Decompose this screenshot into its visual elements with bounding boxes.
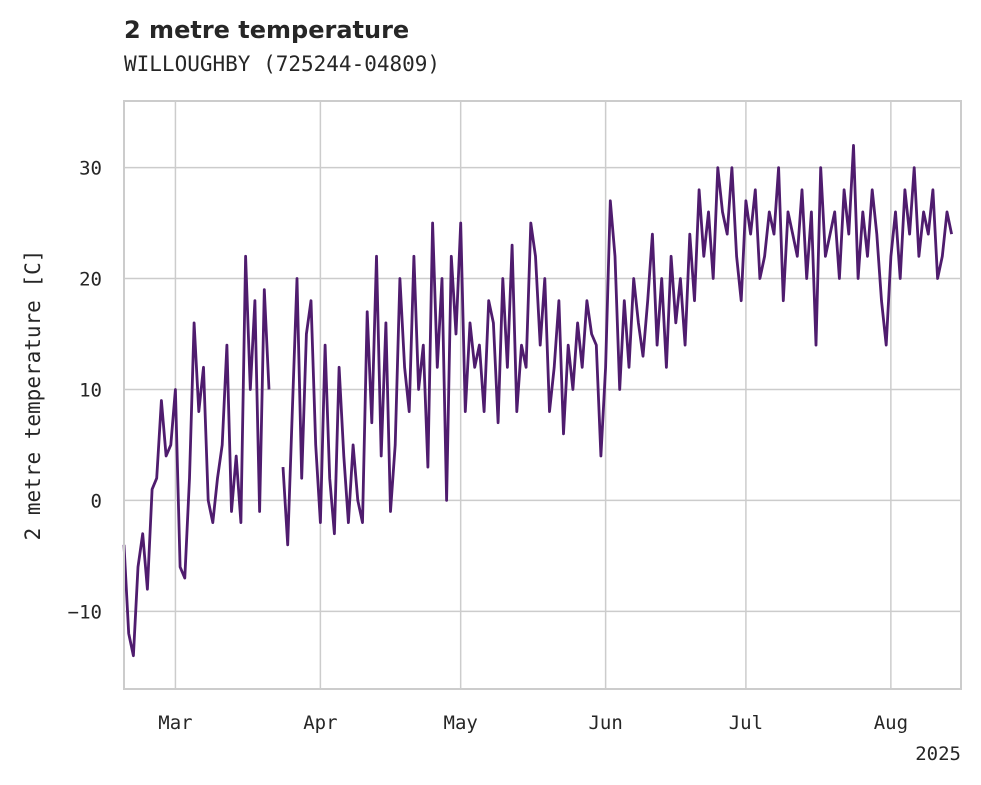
y-tick-label: 10: [79, 379, 102, 401]
y-tick-label: 0: [91, 490, 102, 512]
x-tick-labels: Mar Apr May Jun Jul Aug: [158, 712, 908, 734]
y-tick-label: 20: [79, 269, 102, 291]
x-tick-label: Aug: [874, 712, 908, 734]
y-tick-labels: −10 0 10 20 30: [68, 158, 102, 624]
x-tick-label: Apr: [303, 712, 337, 734]
chart-subtitle: WILLOUGHBY (725244-04809): [124, 52, 441, 76]
chart-title: 2 metre temperature: [124, 16, 410, 44]
x-tick-label: Jul: [729, 712, 763, 734]
x-year-label: 2025: [915, 743, 961, 765]
series-layer: [122, 144, 953, 658]
x-tick-label: Jun: [588, 712, 622, 734]
y-axis-label: 2 metre temperature [C]: [21, 250, 45, 541]
x-tick-label: May: [444, 712, 478, 734]
y-tick-label: 30: [79, 158, 102, 180]
y-tick-label: −10: [68, 601, 102, 623]
grid-lines: [124, 101, 961, 689]
plot-frame: [123, 100, 962, 690]
x-tick-label: Mar: [158, 712, 192, 734]
temperature-series-line: [122, 144, 953, 658]
